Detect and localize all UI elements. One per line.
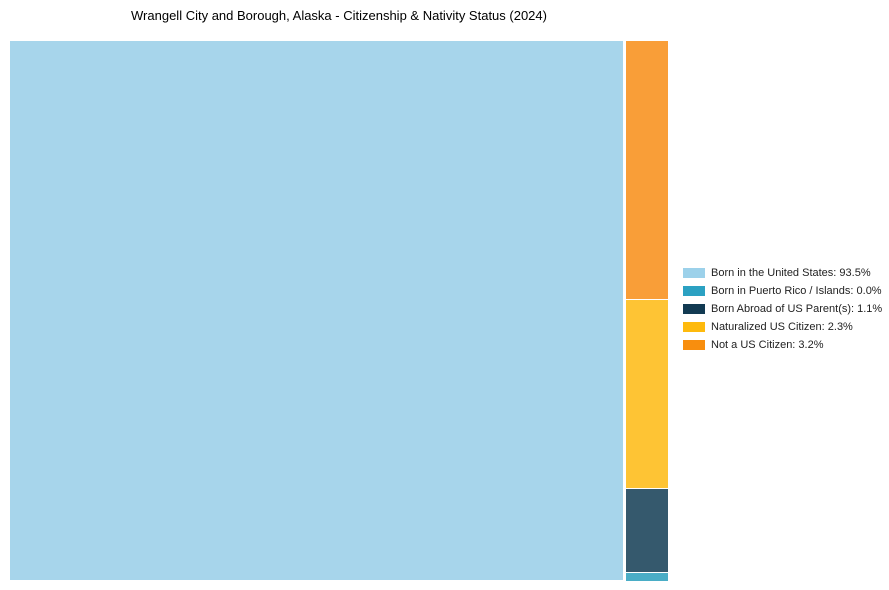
legend-swatch-naturalized-citizen bbox=[683, 322, 705, 332]
legend-label-naturalized-citizen: Naturalized US Citizen: 2.3% bbox=[711, 321, 853, 333]
legend-swatch-born-in-us bbox=[683, 268, 705, 278]
legend-item-naturalized-citizen: Naturalized US Citizen: 2.3% bbox=[683, 318, 882, 336]
chart-legend: Born in the United States: 93.5% Born in… bbox=[683, 264, 882, 354]
legend-item-not-us-citizen: Not a US Citizen: 3.2% bbox=[683, 336, 882, 354]
legend-label-not-us-citizen: Not a US Citizen: 3.2% bbox=[711, 339, 824, 351]
treemap-tile-born-in-us bbox=[10, 41, 623, 580]
legend-item-born-abroad: Born Abroad of US Parent(s): 1.1% bbox=[683, 300, 882, 318]
treemap-tile-puerto-rico bbox=[626, 573, 668, 581]
legend-label-puerto-rico: Born in Puerto Rico / Islands: 0.0% bbox=[711, 285, 882, 297]
legend-label-born-abroad: Born Abroad of US Parent(s): 1.1% bbox=[711, 303, 883, 315]
legend-swatch-born-abroad bbox=[683, 304, 705, 314]
legend-item-puerto-rico: Born in Puerto Rico / Islands: 0.0% bbox=[683, 282, 882, 300]
legend-item-born-in-us: Born in the United States: 93.5% bbox=[683, 264, 882, 282]
legend-swatch-not-us-citizen bbox=[683, 340, 705, 350]
chart-title: Wrangell City and Borough, Alaska - Citi… bbox=[131, 8, 547, 23]
legend-swatch-puerto-rico bbox=[683, 286, 705, 296]
treemap-tile-not-us-citizen bbox=[626, 41, 668, 299]
treemap-tile-born-abroad bbox=[626, 489, 668, 572]
legend-label-born-in-us: Born in the United States: 93.5% bbox=[711, 267, 871, 279]
treemap-tile-naturalized-citizen bbox=[626, 300, 668, 488]
